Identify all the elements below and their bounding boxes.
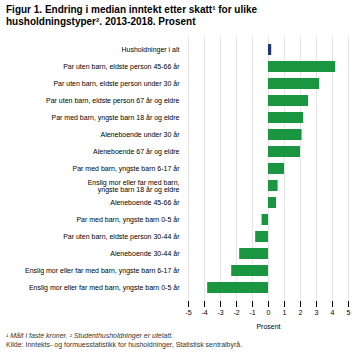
svg-text:Par med barn, yngste barn 6-17: Par med barn, yngste barn 6-17 år (72, 165, 180, 173)
svg-text:1: 1 (283, 309, 287, 316)
svg-text:Par uten barn, eldste person 4: Par uten barn, eldste person 45-66 år (63, 63, 180, 71)
svg-text:Par med barn, yngste barn 18 å: Par med barn, yngste barn 18 år og eldre (51, 114, 179, 122)
html-text:Figur 1. Endring i median innt: Figur 1. Endring i median inntekt etter … (6, 4, 258, 27)
svg-text:Enslig mor eller far med barn,: Enslig mor eller far med barn, yngste ba… (25, 267, 180, 275)
svg-text:Par uten barn, eldste person u: Par uten barn, eldste person under 30 år (53, 80, 180, 88)
svg-text:4: 4 (331, 309, 335, 316)
html-text:Kilde: Inntekts- og formuessta: Kilde: Inntekts- og formuesstatistikk fo… (6, 341, 243, 348)
svg-text:Par uten barn, eldste person 6: Par uten barn, eldste person 67 år og el… (46, 97, 180, 105)
svg-text:Par uten barn, eldste person 3: Par uten barn, eldste person 30-44 år (63, 233, 180, 241)
svg-text:Enslig mor eller far med barn,: Enslig mor eller far med barn,yngste bar… (88, 179, 180, 194)
svg-text:Par med barn, yngste barn 0-5: Par med barn, yngste barn 0-5 år (76, 216, 180, 224)
svg-text:-5: -5 (185, 309, 191, 316)
svg-text:5: 5 (347, 309, 351, 316)
svg-text:-4: -4 (201, 309, 207, 316)
svg-text:Prosent: Prosent (256, 323, 280, 330)
svg-text:-1: -1 (249, 309, 255, 316)
html-text:¹ Målt i faste kroner. ² Stude: ¹ Målt i faste kroner. ² Studenthusholdn… (6, 332, 174, 339)
svg-text:-2: -2 (233, 309, 239, 316)
svg-text:2: 2 (299, 309, 303, 316)
svg-text:Aleneboende 30-44 år: Aleneboende 30-44 år (110, 250, 180, 257)
svg-text:Aleneboende under 30 år: Aleneboende under 30 år (100, 131, 180, 138)
svg-text:Enslig mor eller far med barn,: Enslig mor eller far med barn, yngste ba… (29, 284, 180, 292)
svg-text:3: 3 (315, 309, 319, 316)
svg-text:-3: -3 (217, 309, 223, 316)
svg-text:Aleneboende 67 år og eldre: Aleneboende 67 år og eldre (93, 148, 180, 156)
svg-text:Husholdninger i alt: Husholdninger i alt (122, 46, 180, 54)
svg-text:Aleneboende 45-66 år: Aleneboende 45-66 år (110, 199, 180, 206)
svg-text:0: 0 (267, 309, 271, 316)
